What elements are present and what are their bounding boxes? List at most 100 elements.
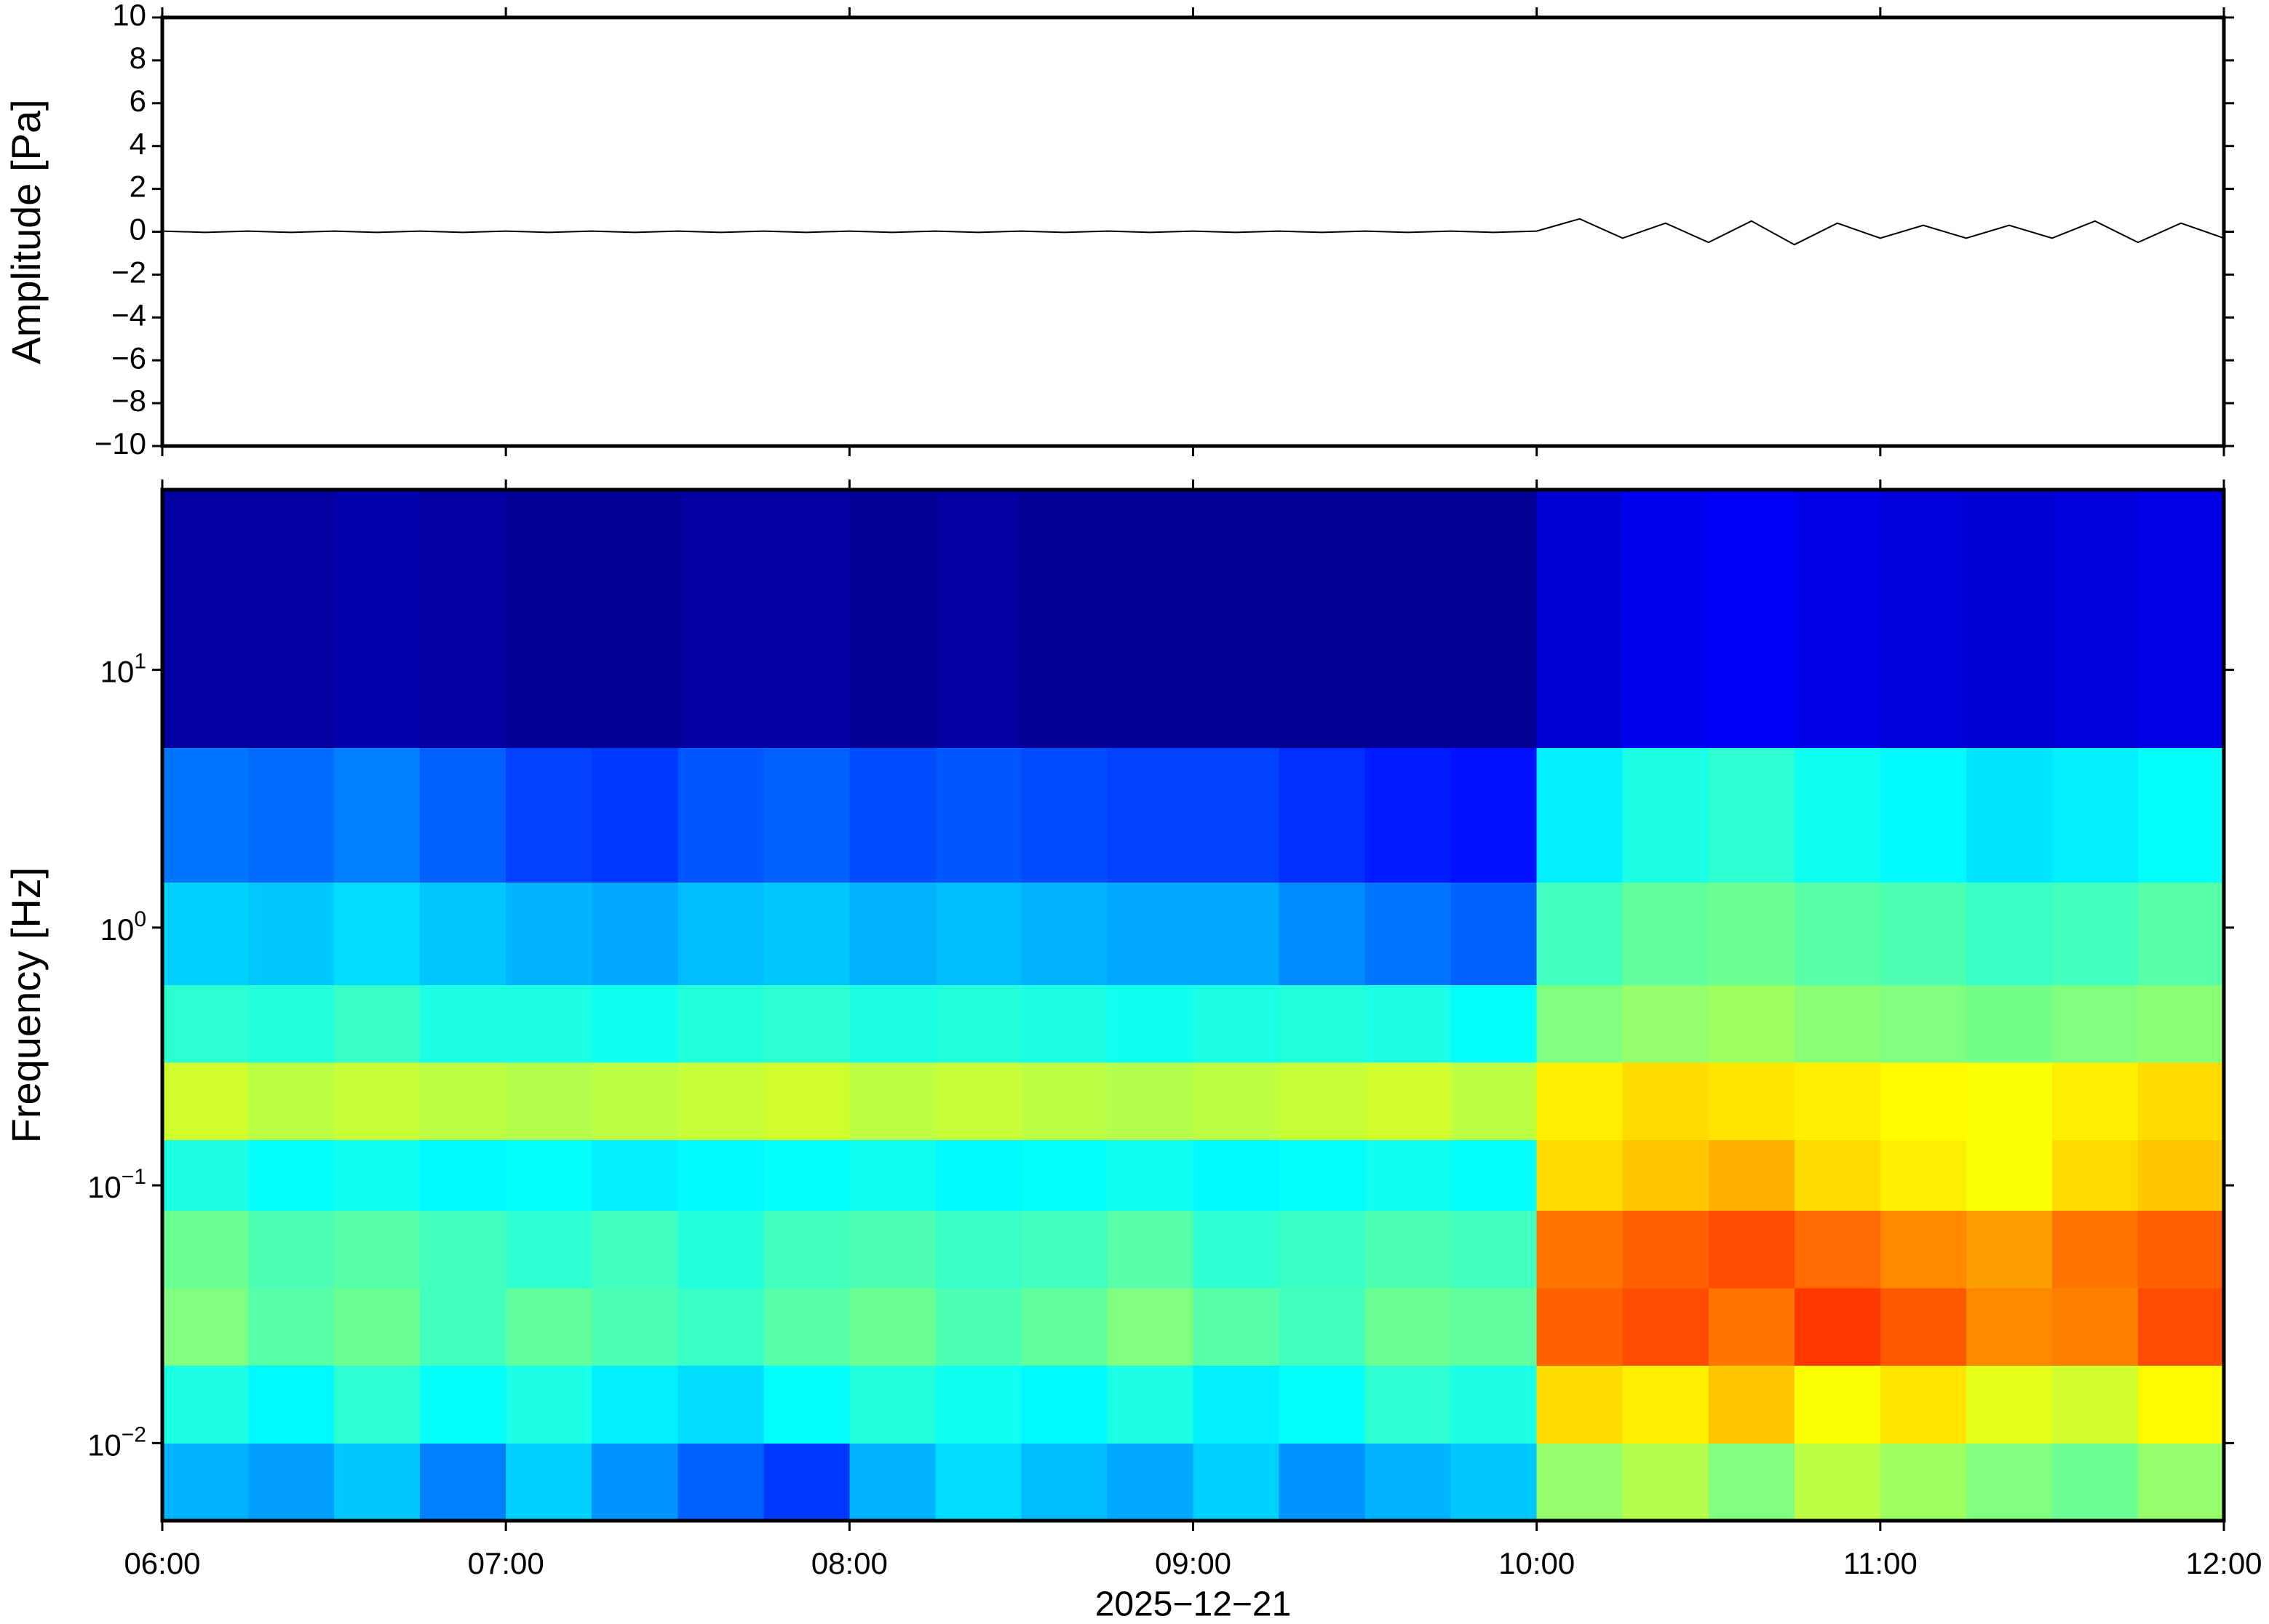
heatmap-cell	[1193, 1139, 1280, 1211]
heatmap-cell	[1450, 1062, 1538, 1141]
y-tick-exponent: −1	[122, 1165, 146, 1189]
heatmap-cell	[162, 1062, 249, 1141]
heatmap-cell	[1107, 490, 1193, 748]
heatmap-cell	[1364, 1210, 1452, 1289]
heatmap-cell	[1536, 747, 1624, 883]
heatmap-cell	[1880, 984, 1967, 1063]
heatmap-cell	[1622, 1062, 1709, 1141]
heatmap-cell	[1021, 490, 1108, 748]
heatmap-cell	[1193, 1062, 1280, 1141]
heatmap-cell	[592, 1365, 678, 1444]
heatmap-cell	[506, 1210, 592, 1289]
heatmap-cell	[935, 882, 1022, 985]
heatmap-cell	[334, 1062, 421, 1141]
heatmap-cell	[1708, 747, 1795, 883]
heatmap-cell	[1794, 490, 1881, 748]
heatmap-cell	[1622, 984, 1709, 1063]
panel: −10 −8 −6 −4 −2 0 2 4 6 8 10 Amplitude [Pa]	[3, 0, 2234, 461]
heatmap-cell	[763, 1365, 850, 1444]
heatmap-cell	[1794, 984, 1881, 1063]
heatmap-cell	[592, 1288, 678, 1366]
heatmap-cell	[677, 1288, 764, 1366]
heatmap-cell	[849, 1288, 936, 1366]
heatmap-cell	[162, 1443, 249, 1521]
heatmap-cell	[677, 1443, 764, 1521]
heatmap-cell	[1708, 1365, 1795, 1444]
y-tick-label: −10	[95, 426, 146, 461]
y-axis-title: Frequency [Hz]	[3, 867, 49, 1144]
y-tick-base: 10	[87, 1170, 122, 1204]
heatmap-cell	[677, 490, 764, 748]
heatmap-cell	[1794, 1443, 1881, 1521]
heatmap-cell	[1450, 1139, 1538, 1211]
heatmap-cell	[849, 1139, 936, 1211]
heatmap-cell	[935, 1365, 1022, 1444]
heatmap-cell	[592, 1443, 678, 1521]
heatmap-cell	[1966, 1443, 2053, 1521]
heatmap-cell	[1708, 1062, 1795, 1141]
heatmap-cell	[1193, 1365, 1280, 1444]
heatmap-cell	[677, 1365, 764, 1444]
heatmap-cell	[763, 984, 850, 1063]
y-tick-label: 100	[100, 907, 146, 947]
heatmap-cell	[1708, 1443, 1795, 1521]
heatmap-cell	[935, 747, 1022, 883]
heatmap-cell	[1364, 1062, 1452, 1141]
heatmap-cell	[1450, 984, 1538, 1063]
y-axis-title: Amplitude [Pa]	[3, 99, 49, 364]
heatmap-cell	[2051, 747, 2139, 883]
heatmap-cell	[1107, 1288, 1193, 1366]
y-tick-label: 4	[130, 127, 146, 161]
heatmap-cell	[1279, 1139, 1366, 1211]
heatmap-cell	[592, 1210, 678, 1289]
heatmap-cell	[506, 1288, 592, 1366]
heatmap-cell	[849, 882, 936, 985]
heatmap-cell	[420, 882, 506, 985]
heatmap-cell	[763, 1443, 850, 1521]
heatmap-cell	[334, 747, 421, 883]
y-tick-label: 6	[130, 84, 146, 118]
heatmap-cell	[1622, 1443, 1709, 1521]
heatmap-cell	[1279, 984, 1366, 1063]
heatmap-cell	[420, 747, 506, 883]
heatmap-cell	[420, 490, 506, 748]
x-axis-title: 2025−12−21	[1095, 1585, 1292, 1624]
heatmap-cell	[935, 1139, 1022, 1211]
heatmap-cell	[1622, 747, 1709, 883]
heatmap-cell	[677, 882, 764, 985]
heatmap-cell	[1794, 747, 1881, 883]
heatmap-cell	[1193, 1288, 1280, 1366]
heatmap-cell	[1708, 882, 1795, 985]
heatmap-cell	[1708, 1210, 1795, 1289]
heatmap-cell	[420, 1365, 506, 1444]
heatmap-cell	[1021, 1365, 1108, 1444]
heatmap-cell	[1708, 490, 1795, 748]
heatmap-cell	[2051, 490, 2139, 748]
heatmap-cell	[248, 1139, 335, 1211]
heatmap-cell	[1450, 1443, 1538, 1521]
heatmap-cell	[506, 984, 592, 1063]
heatmap-cell	[1364, 490, 1452, 748]
heatmap-cell	[1364, 882, 1452, 985]
heatmap-cell	[2137, 1139, 2225, 1211]
x-tick-label: 09:00	[1155, 1546, 1231, 1580]
heatmap-cell	[162, 747, 249, 883]
heatmap-cell	[677, 1062, 764, 1141]
heatmap-cell	[1279, 490, 1366, 748]
heatmap-cell	[1364, 1139, 1452, 1211]
heatmap-cell	[248, 1288, 335, 1366]
heatmap-cell	[849, 984, 936, 1063]
heatmap-cell	[1279, 1210, 1366, 1289]
heatmap-cell	[1536, 1139, 1624, 1211]
heatmap-cell	[506, 747, 592, 883]
heatmap-cell	[162, 1365, 249, 1444]
y-tick-label: 8	[130, 41, 146, 75]
heatmap-cell	[1193, 1443, 1280, 1521]
heatmap-cell	[849, 747, 936, 883]
heatmap-cell	[1536, 1288, 1624, 1366]
heatmap-cell	[420, 1139, 506, 1211]
heatmap-cell	[2051, 882, 2139, 985]
heatmap-cell	[1021, 747, 1108, 883]
heatmap-cell	[1107, 747, 1193, 883]
heatmap-cell	[763, 490, 850, 748]
